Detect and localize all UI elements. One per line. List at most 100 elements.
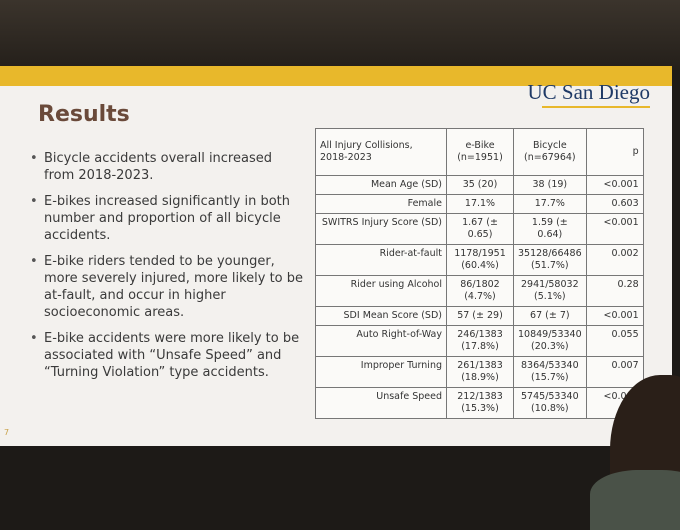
table-cell: Auto Right-of-Way <box>315 325 447 357</box>
table-cell: Female <box>315 194 447 214</box>
cell-text: Rider-at-fault <box>379 248 442 259</box>
cell-text: Auto Right-of-Way <box>356 329 442 340</box>
cell-text: 57 (± 29) <box>457 310 503 321</box>
cell-text: p <box>632 146 639 157</box>
table-row: Auto Right-of-Way 246/1383 (17.8%) 10849/53… <box>315 325 644 357</box>
cell-text: <0.001 <box>603 391 639 402</box>
bullet-list: Bicycle accidents overall increased from… <box>26 150 306 390</box>
table-cell: Unsafe Speed <box>315 387 447 419</box>
cell-text: (5.1%) <box>534 291 566 302</box>
cell-text: 5745/53340 <box>521 391 579 402</box>
bullet: Bicycle accidents overall increased from… <box>26 150 306 184</box>
cell-text: Female <box>407 198 442 209</box>
table-cell: 261/1383 (18.9%) <box>446 356 514 388</box>
table-cell: Improper Turning <box>315 356 447 388</box>
table-cell: 10849/53340 (20.3%) <box>513 325 587 357</box>
logo: UC San Diego <box>527 80 651 104</box>
table-cell: Rider using Alcohol <box>315 275 447 307</box>
table-row: Female 17.1% 17.7% 0.603 <box>315 194 644 214</box>
table-cell: 86/1802 (4.7%) <box>446 275 514 307</box>
cell-text: Mean Age (SD) <box>370 179 442 190</box>
cell-text: 86/1802 <box>460 279 500 290</box>
table-cell: 5745/53340 (10.8%) <box>513 387 587 419</box>
cell-text: (n=1951) <box>457 152 503 163</box>
table-row: SWITRS Injury Score (SD) 1.67 (± 0.65) 1.5… <box>315 213 644 245</box>
table-cell: Bicycle (n=67964) <box>513 128 587 176</box>
table-cell: 246/1383 (17.8%) <box>446 325 514 357</box>
cell-text: 1.67 (± 0.65) <box>462 217 498 240</box>
table-cell: 35 (20) <box>446 175 514 195</box>
table-cell: SDI Mean Score (SD) <box>315 306 447 326</box>
table-cell: 0.055 <box>585 325 644 357</box>
cell-text: <0.001 <box>603 179 639 190</box>
table-cell: p <box>585 128 644 176</box>
table-cell: 57 (± 29) <box>446 306 514 326</box>
table-cell: 1178/1951 (60.4%) <box>446 244 514 276</box>
logo-rule <box>542 106 650 108</box>
table-cell: 1.59 (± 0.64) <box>513 213 587 245</box>
table-cell: 67 (± 7) <box>513 306 587 326</box>
table-cell: 0.007 <box>585 356 644 388</box>
table-cell: e-Bike (n=1951) <box>446 128 514 176</box>
accent-bar <box>0 66 672 86</box>
table-row: Mean Age (SD) 35 (20) 38 (19) <0.001 <box>315 175 644 195</box>
cell-text: 1.59 (± 0.64) <box>531 217 568 240</box>
cell-text: (15.7%) <box>531 372 569 383</box>
cell-text: (17.8%) <box>461 341 499 352</box>
cell-text: 261/1383 <box>457 360 503 371</box>
page-number: 7 <box>4 428 10 437</box>
slide-title: Results <box>38 102 130 127</box>
cell-text: (20.3%) <box>531 341 569 352</box>
cell-text: (51.7%) <box>531 260 569 271</box>
cell-text: Unsafe Speed <box>376 391 442 402</box>
page: {"slide": { "title": "Results", "logo": … <box>0 0 680 510</box>
cell-text: Rider using Alcohol <box>350 279 442 290</box>
cell-text: SWITRS Injury Score (SD) <box>321 217 442 228</box>
cell-text: (10.8%) <box>531 403 569 414</box>
cell-text: 17.7% <box>534 198 565 209</box>
cell-text: 0.055 <box>611 329 639 340</box>
table-row: SDI Mean Score (SD) 57 (± 29) 67 (± 7) <0.0… <box>315 306 644 326</box>
cell-text: SDI Mean Score (SD) <box>343 310 442 321</box>
cell-text: 38 (19) <box>532 179 568 190</box>
cell-text: 8364/53340 <box>521 360 579 371</box>
cell-text: 67 (± 7) <box>530 310 570 321</box>
table-cell: SWITRS Injury Score (SD) <box>315 213 447 245</box>
cell-text: 1178/1951 <box>454 248 506 259</box>
cell-text: (4.7%) <box>464 291 496 302</box>
cell-text: 0.007 <box>611 360 639 371</box>
cell-text: 0.28 <box>617 279 639 290</box>
table-row: Unsafe Speed 212/1383 (15.3%) 5745/53340 (10… <box>315 387 644 419</box>
bullet: E-bike accidents were more likely to be … <box>26 330 306 381</box>
table-cell: Mean Age (SD) <box>315 175 447 195</box>
room-background <box>0 0 680 70</box>
table-cell: 0.002 <box>585 244 644 276</box>
cell-text: (18.9%) <box>461 372 499 383</box>
cell-text: 35128/66486 <box>518 248 582 259</box>
cell-text: 246/1383 <box>457 329 503 340</box>
cell-text: <0.001 <box>603 310 639 321</box>
table-cell: 35128/66486 (51.7%) <box>513 244 587 276</box>
slide: UC San Diego Results Bicycle accidents o… <box>0 66 672 446</box>
table-row: All Injury Collisions, 2018-2023 e-Bike (n… <box>315 128 644 176</box>
cell-text: <0.001 <box>603 217 639 228</box>
table-cell: <0.001 <box>585 175 644 195</box>
table-cell: 212/1383 (15.3%) <box>446 387 514 419</box>
cell-text: 17.1% <box>464 198 496 209</box>
table-cell: 17.7% <box>513 194 587 214</box>
cell-text: 212/1383 <box>457 391 503 402</box>
table-cell: 0.603 <box>585 194 644 214</box>
table-cell: 1.67 (± 0.65) <box>446 213 514 245</box>
table-cell: 38 (19) <box>513 175 587 195</box>
cell-text: 10849/53340 <box>518 329 582 340</box>
table-cell: 2941/58032 (5.1%) <box>513 275 587 307</box>
table-row: Rider using Alcohol 86/1802 (4.7%) 2941/580… <box>315 275 644 307</box>
cell-text: (60.4%) <box>461 260 499 271</box>
table-cell: 17.1% <box>446 194 514 214</box>
table-row: Improper Turning 261/1383 (18.9%) 8364/5334… <box>315 356 644 388</box>
results-table: All Injury Collisions, 2018-2023 e-Bike (n… <box>315 128 644 419</box>
cell-text: 0.603 <box>611 198 639 209</box>
table-cell: 8364/53340 (15.7%) <box>513 356 587 388</box>
cell-text: Bicycle <box>532 140 567 151</box>
table-cell: All Injury Collisions, 2018-2023 <box>315 128 447 176</box>
